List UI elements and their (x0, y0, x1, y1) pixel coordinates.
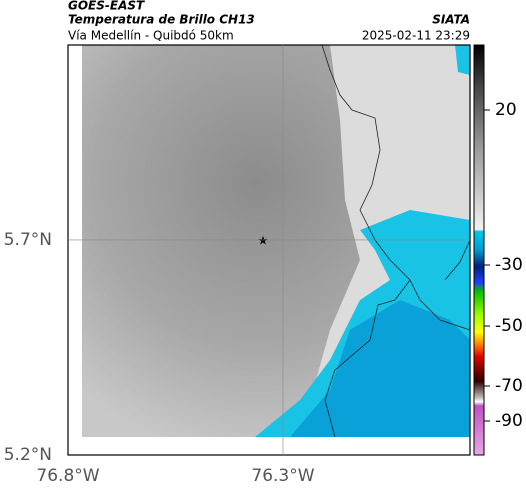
colorbar-tick-label: -50 (495, 316, 523, 336)
colorbar-tick-label: -30 (495, 255, 523, 275)
colorbar-tick-label: -70 (495, 376, 523, 396)
colorbar (473, 44, 485, 456)
x-tick-label: 76.8°W (36, 466, 99, 486)
borders (321, 44, 471, 438)
brand: SIATA (432, 13, 470, 27)
datetime: 2025-02-11 23:29 (362, 29, 470, 43)
map-frame (67, 44, 471, 456)
colorbar-tick-label: -90 (495, 411, 523, 431)
subtitle: Vía Medellín - Quibdó 50km (68, 29, 234, 43)
title: Temperatura de Brillo CH13 (68, 13, 255, 27)
colorbar-tick-label: 20 (495, 100, 517, 120)
imagery (82, 45, 470, 437)
x-tick-label: 76.3°W (251, 466, 314, 486)
location-marker: ★ (258, 234, 269, 248)
y-tick-label: 5.7°N (4, 230, 52, 250)
y-tick-label: 5.2°N (4, 445, 52, 465)
source: GOES-EAST (68, 0, 145, 13)
